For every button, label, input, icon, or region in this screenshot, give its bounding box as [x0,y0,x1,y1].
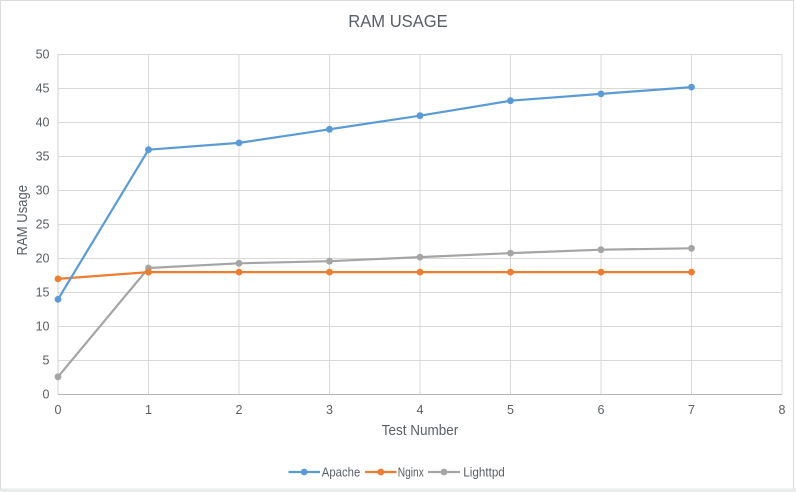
svg-text:40: 40 [36,115,50,129]
svg-text:Test Number: Test Number [382,422,459,439]
svg-text:15: 15 [36,285,50,299]
svg-text:5: 5 [507,403,514,417]
svg-text:50: 50 [36,47,50,61]
svg-text:1: 1 [145,403,152,417]
svg-text:0: 0 [43,387,50,401]
svg-text:25: 25 [36,217,50,231]
svg-text:10: 10 [36,319,50,333]
svg-text:6: 6 [598,403,605,417]
svg-text:3: 3 [326,403,333,417]
svg-text:45: 45 [36,81,50,95]
svg-text:RAM Usage: RAM Usage [14,185,31,256]
svg-text:30: 30 [36,183,50,197]
svg-text:35: 35 [36,149,50,163]
svg-text:Apache: Apache [322,466,361,480]
svg-text:Lighttpd: Lighttpd [463,466,505,480]
svg-text:RAM USAGE: RAM USAGE [348,11,448,31]
svg-text:8: 8 [779,403,786,417]
svg-text:7: 7 [688,403,695,417]
svg-text:20: 20 [36,251,50,265]
svg-text:2: 2 [236,403,243,417]
svg-text:Nginx: Nginx [398,466,425,480]
svg-text:0: 0 [55,403,62,417]
svg-text:4: 4 [417,403,424,417]
svg-text:5: 5 [43,353,50,367]
